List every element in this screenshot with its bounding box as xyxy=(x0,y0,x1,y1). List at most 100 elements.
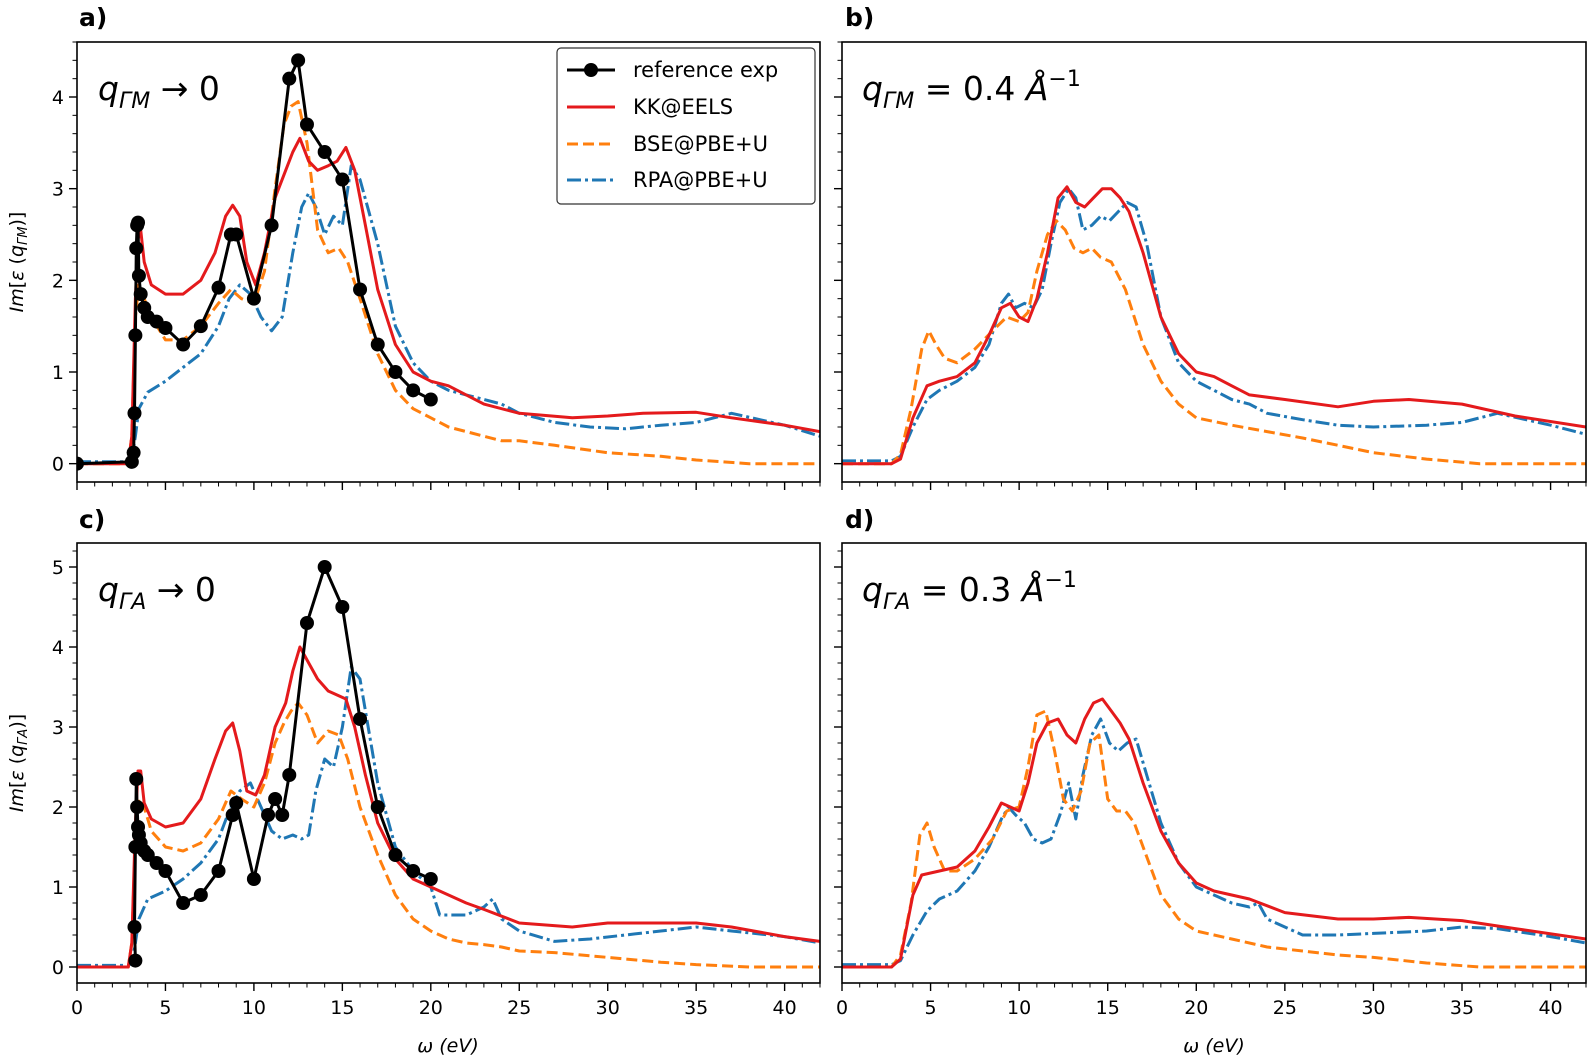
panel-a-point-reference-exp xyxy=(126,445,141,460)
panel-a-point-reference-exp xyxy=(388,365,403,379)
panel-d-title: qΓA = 0.3 Å−1 xyxy=(862,568,1077,615)
legend-box xyxy=(556,47,816,205)
panel-a-axes: 0 1 2 3 4 xyxy=(52,41,821,490)
svg-text:qΓM = 0.4 Å−1: qΓM = 0.4 Å−1 xyxy=(862,67,1081,114)
panel-c-axes: 0 5 10 15 20 25 30 35 40 0 1 2 3 4 5 xyxy=(52,550,821,1019)
legend-marker-reference-exp xyxy=(584,63,598,77)
panel-d-xtick-label: 0 xyxy=(836,997,848,1019)
panel-a-point-reference-exp xyxy=(229,227,244,242)
panel-d-xtick-label: 30 xyxy=(1361,997,1385,1019)
panel-a-ytick-label: 3 xyxy=(52,179,64,201)
panel-c-ylabel: Im[ε (qΓA)] xyxy=(6,714,31,812)
panel-a-title: qΓM → 0 xyxy=(98,69,220,114)
panel-c-point-reference-exp xyxy=(225,808,240,822)
panel-b-title: qΓM = 0.4 Å−1 xyxy=(862,67,1081,114)
panel-d-frame xyxy=(841,542,1587,984)
legend-label-bse-pbe-u: BSE@PBE+U xyxy=(633,132,768,156)
panel-a-point-reference-exp xyxy=(317,145,332,159)
panel-a-plot-area: 0 1 2 3 4 xyxy=(52,41,821,490)
panel-c-point-reference-exp xyxy=(246,872,261,886)
panel-c-point-reference-exp xyxy=(229,796,244,810)
panel-b-series-bse-pbe-u xyxy=(842,219,1586,466)
panel-c-xtick-label: 5 xyxy=(159,997,171,1019)
panel-a-point-reference-exp xyxy=(158,321,173,335)
panel-d-xtick-label: 5 xyxy=(925,997,937,1019)
legend-item-reference-exp: reference exp xyxy=(567,58,778,82)
panel-a-point-reference-exp xyxy=(291,53,306,68)
panel-c-point-reference-exp xyxy=(158,864,173,878)
panel-c-point-reference-exp xyxy=(423,872,438,886)
svg-text:qΓA = 0.3 Å−1: qΓA = 0.3 Å−1 xyxy=(862,568,1077,615)
legend-label-rpa-pbe-u: RPA@PBE+U xyxy=(633,168,768,192)
panel-a-point-reference-exp xyxy=(264,218,279,233)
panel-c-point-reference-exp xyxy=(353,712,368,726)
panel-c-xtick-label: 20 xyxy=(419,997,443,1019)
panel-c-point-reference-exp xyxy=(299,616,314,630)
panel-c-point-reference-exp xyxy=(211,864,226,878)
panel-a-point-reference-exp xyxy=(129,241,144,256)
legend-label-reference-exp: reference exp xyxy=(633,58,778,82)
panel-c-plot-area: 0 5 10 15 20 25 30 35 40 0 1 2 3 4 5 xyxy=(52,550,821,1019)
panel-a-point-reference-exp xyxy=(246,291,261,306)
legend: reference exp KK@EELS BSE@PBE+U RPA@PBE+… xyxy=(556,47,816,205)
panel-b-plot-area xyxy=(834,41,1587,490)
legend-label-kk-eels: KK@EELS xyxy=(633,95,733,119)
svg-text:Im[ε (qΓA)]: Im[ε (qΓA)] xyxy=(6,714,31,812)
panel-c-point-reference-exp xyxy=(128,953,143,968)
panel-d-xtick-label: 10 xyxy=(1007,997,1031,1019)
svg-text:qΓM → 0: qΓM → 0 xyxy=(98,69,220,114)
panel-c-ytick-label: 5 xyxy=(52,557,64,579)
panel-c-point-reference-exp xyxy=(129,772,144,786)
panel-c-frame xyxy=(76,542,821,984)
panel-a-point-reference-exp xyxy=(176,337,191,352)
panel-c-ytick-label: 3 xyxy=(52,717,64,739)
panel-a-point-reference-exp xyxy=(131,215,146,230)
panel-b-axes xyxy=(834,41,1587,490)
panel-a-point-reference-exp xyxy=(211,280,226,295)
panel-c-series-rpa-pbe-u xyxy=(77,665,820,967)
panel-a-ytick-label: 1 xyxy=(52,362,64,384)
panel-c-xtick-label: 15 xyxy=(330,997,354,1019)
panel-d-series-bse-pbe-u xyxy=(842,709,1586,969)
legend-item-kk-eels: KK@EELS xyxy=(567,95,733,119)
legend-item-rpa-pbe-u: RPA@PBE+U xyxy=(567,168,768,192)
panel-a-point-reference-exp xyxy=(133,287,148,302)
panel-b-series-rpa-pbe-u xyxy=(842,187,1586,463)
panel-c-point-reference-exp xyxy=(406,864,421,878)
panel-c-xtick-label: 25 xyxy=(507,997,531,1019)
panel-a-series-rpa-pbe-u xyxy=(77,164,820,464)
panel-c-series-group xyxy=(77,560,820,969)
panel-c-xtick-label: 40 xyxy=(773,997,797,1019)
panel-d-xtick-label: 25 xyxy=(1273,997,1297,1019)
panel-c-point-reference-exp xyxy=(130,800,145,814)
panel-c-point-reference-exp xyxy=(127,920,142,934)
panel-a-point-reference-exp xyxy=(282,71,297,86)
panel-d: 0 5 10 15 20 25 30 35 40 d) qΓA = 0.3 Å−1 ω (eV) xyxy=(834,505,1587,1057)
panel-c-point-reference-exp xyxy=(275,808,290,822)
panel-c-xtick-label: 10 xyxy=(242,997,266,1019)
panel-a-point-reference-exp xyxy=(406,383,421,398)
panel-c-point-reference-exp xyxy=(176,896,191,910)
panel-a-series-kk-eels xyxy=(77,136,820,466)
panel-a-label: a) xyxy=(79,3,107,32)
panel-d-plot-area: 0 5 10 15 20 25 30 35 40 xyxy=(834,550,1587,1019)
panel-c-point-reference-exp xyxy=(193,888,208,902)
legend-item-bse-pbe-u: BSE@PBE+U xyxy=(567,132,768,156)
panel-a-ytick-label: 0 xyxy=(52,454,64,476)
panel-c-point-reference-exp xyxy=(317,560,332,574)
panel-b-series-group xyxy=(842,185,1586,466)
panel-c-ytick-label: 2 xyxy=(52,797,64,819)
panel-a-point-reference-exp xyxy=(77,456,84,471)
panel-a-point-reference-exp xyxy=(370,337,385,352)
panel-c-point-reference-exp xyxy=(388,848,403,862)
panel-d-xtick-label: 35 xyxy=(1450,997,1474,1019)
panel-a-point-reference-exp xyxy=(128,328,143,343)
panel-d-xtick-label: 40 xyxy=(1538,997,1562,1019)
panel-a-point-reference-exp xyxy=(299,117,314,132)
panel-d-xlabel: ω (eV) xyxy=(1183,1035,1244,1057)
panel-a-point-reference-exp xyxy=(131,268,146,283)
panel-b: b) qΓM = 0.4 Å−1 xyxy=(834,3,1587,490)
panel-d-series-kk-eels xyxy=(842,697,1586,969)
panel-c-point-reference-exp xyxy=(335,600,350,614)
